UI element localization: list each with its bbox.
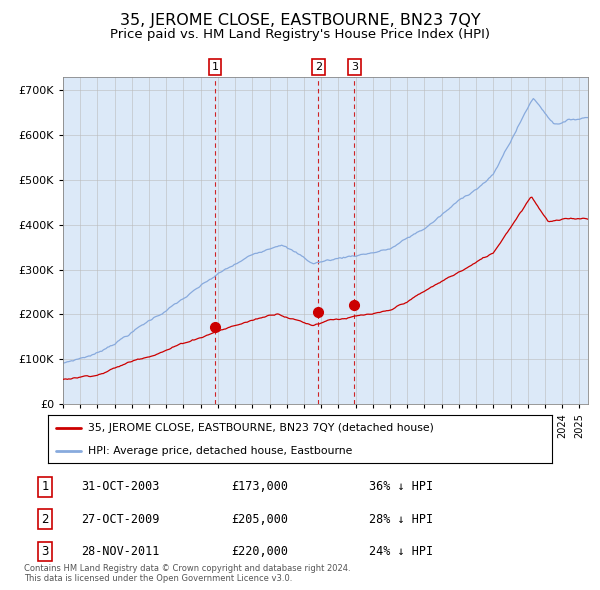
Text: 2: 2: [41, 513, 49, 526]
Text: 35, JEROME CLOSE, EASTBOURNE, BN23 7QY (detached house): 35, JEROME CLOSE, EASTBOURNE, BN23 7QY (…: [88, 423, 434, 433]
Text: 3: 3: [351, 62, 358, 72]
Text: 1: 1: [211, 62, 218, 72]
Text: 1: 1: [41, 480, 49, 493]
Text: 2: 2: [315, 62, 322, 72]
Text: 24% ↓ HPI: 24% ↓ HPI: [369, 545, 433, 558]
Text: Price paid vs. HM Land Registry's House Price Index (HPI): Price paid vs. HM Land Registry's House …: [110, 28, 490, 41]
Text: £173,000: £173,000: [231, 480, 288, 493]
Text: 28% ↓ HPI: 28% ↓ HPI: [369, 513, 433, 526]
Text: HPI: Average price, detached house, Eastbourne: HPI: Average price, detached house, East…: [88, 445, 353, 455]
Text: 3: 3: [41, 545, 49, 558]
Text: £220,000: £220,000: [231, 545, 288, 558]
Text: 27-OCT-2009: 27-OCT-2009: [81, 513, 160, 526]
Text: 28-NOV-2011: 28-NOV-2011: [81, 545, 160, 558]
Text: 35, JEROME CLOSE, EASTBOURNE, BN23 7QY: 35, JEROME CLOSE, EASTBOURNE, BN23 7QY: [119, 13, 481, 28]
Text: £205,000: £205,000: [231, 513, 288, 526]
Text: 31-OCT-2003: 31-OCT-2003: [81, 480, 160, 493]
Text: 36% ↓ HPI: 36% ↓ HPI: [369, 480, 433, 493]
Text: Contains HM Land Registry data © Crown copyright and database right 2024.
This d: Contains HM Land Registry data © Crown c…: [24, 563, 350, 583]
